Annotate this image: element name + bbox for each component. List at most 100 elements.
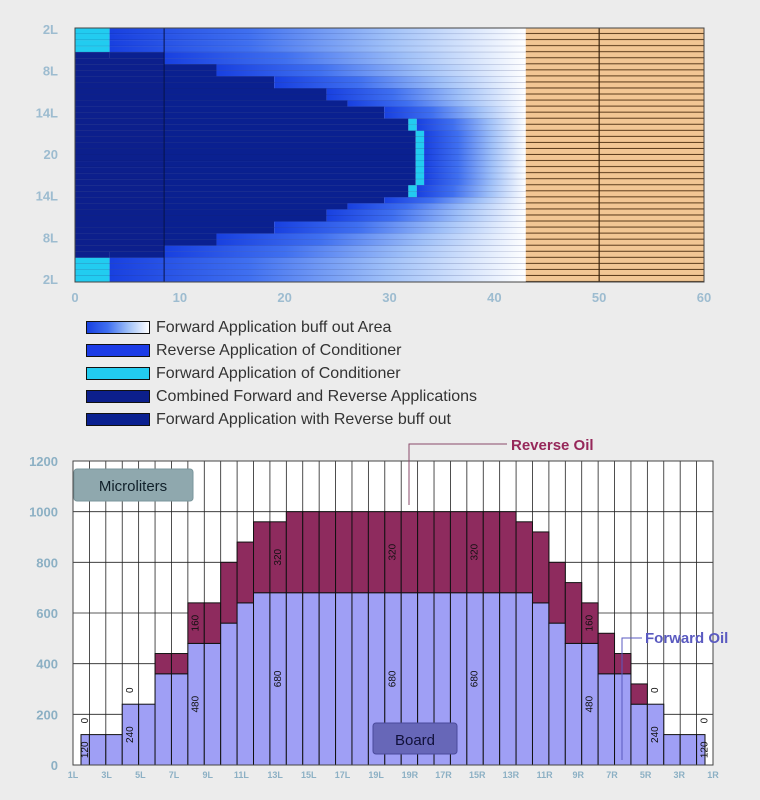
reverse-oil-bar (351, 511, 369, 594)
buff-out-segment (347, 203, 526, 210)
forward-reverse-buff-segment (164, 203, 348, 210)
value-label: 480 (585, 695, 596, 712)
y-tick-label: 14L (36, 189, 58, 204)
board-bar (88, 734, 107, 766)
buff-out-segment (274, 82, 526, 89)
x-tick-label: 50 (592, 290, 606, 305)
buff-out-segment (326, 88, 526, 95)
board-bar (367, 592, 386, 766)
buff-out-segment (384, 106, 526, 113)
combined-segment (75, 124, 165, 131)
forward-reverse-buff-segment (164, 197, 385, 204)
forward-reverse-buff-segment (164, 185, 409, 192)
buff-out-segment (164, 251, 526, 258)
reverse-oil-bar (515, 521, 533, 594)
combined-segment (75, 70, 165, 77)
reverse-oil-label: Reverse Oil (511, 437, 594, 454)
x-tick-label: 19R (402, 770, 419, 780)
x-tick-label: 13L (267, 770, 283, 780)
buff-out-segment (326, 215, 526, 222)
value-label: 320 (388, 543, 399, 560)
forward-segment (415, 167, 425, 174)
reverse-oil-bar (302, 511, 320, 594)
forward-reverse-buff-segment (164, 215, 327, 222)
buff-out-segment (109, 269, 526, 276)
forward-segment (415, 173, 425, 180)
buff-out-segment (109, 46, 526, 53)
board-bar (581, 642, 599, 766)
reverse-oil-bar (170, 653, 189, 675)
combined-segment (75, 179, 165, 186)
combined-segment (75, 100, 165, 107)
x-tick-label: 15R (469, 770, 486, 780)
forward-reverse-buff-segment (164, 112, 385, 119)
reverse-oil-bar (449, 511, 468, 594)
legend-item: Forward Application buff out Area (86, 316, 477, 339)
combined-segment (75, 155, 165, 162)
forward-reverse-buff-segment (164, 76, 275, 83)
combined-segment (75, 142, 165, 149)
reverse-oil-bar (285, 511, 304, 594)
board-bar (663, 734, 681, 766)
buff-out-segment (424, 167, 526, 174)
legend-item: Forward Application with Reverse buff ou… (86, 408, 477, 431)
board-bar (220, 622, 238, 766)
reverse-oil-bar (564, 582, 583, 644)
x-tick-label: 19L (368, 770, 384, 780)
plot-border (72, 460, 714, 766)
buff-out-segment (424, 142, 526, 149)
x-tick-label: 3L (101, 770, 112, 780)
forward-segment (415, 130, 425, 137)
value-label: 160 (191, 614, 202, 631)
reverse-oil-bar (548, 561, 566, 624)
x-tick-label: 3R (674, 770, 686, 780)
y-tick-label: 1000 (29, 505, 58, 520)
plot-area (73, 461, 713, 765)
legend-label: Forward Application buff out Area (156, 318, 392, 336)
x-tick-label: 17R (435, 770, 452, 780)
forward-reverse-buff-segment (164, 191, 409, 198)
buff-out-segment (274, 76, 526, 83)
y-tick-label: 0 (51, 758, 58, 773)
buff-out-segment (109, 263, 526, 270)
combined-segment (75, 34, 110, 41)
value-label: 160 (585, 614, 596, 631)
plot-border (74, 27, 705, 283)
x-tick-label: 17L (335, 770, 351, 780)
value-label: 0 (650, 687, 661, 693)
x-tick-label: 11R (537, 770, 554, 780)
value-label: 240 (650, 726, 661, 743)
forward-segment (415, 148, 425, 155)
forward-reverse-buff-segment (164, 130, 416, 137)
value-label: 0 (699, 717, 710, 723)
board-bar (499, 592, 517, 766)
buff-out-segment (274, 227, 526, 234)
forward-oil-leader (621, 637, 642, 760)
reverse-oil-bar (236, 541, 255, 604)
board-bar (548, 622, 566, 766)
reverse-oil-bar (597, 632, 616, 675)
buff-out-segment (164, 245, 526, 252)
value-label: 240 (125, 726, 136, 743)
reverse-oil-bar (154, 653, 172, 675)
forward-reverse-buff-segment (164, 221, 275, 228)
board-area (525, 28, 704, 282)
reverse-oil-bar (630, 683, 648, 705)
value-label: 320 (470, 543, 481, 560)
microliters-box (73, 468, 194, 502)
board-box (372, 722, 458, 755)
combined-segment (75, 161, 165, 168)
combined-segment (75, 209, 165, 216)
buff-out-segment (424, 173, 526, 180)
forward-reverse-buff-segment (164, 142, 416, 149)
board-bar (564, 642, 583, 766)
buff-out-segment (424, 136, 526, 143)
combined-segment (75, 28, 110, 35)
reverse-oil-bar (367, 511, 386, 594)
buff-out-segment (326, 209, 526, 216)
buff-out-segment (164, 52, 526, 59)
board-bar (269, 592, 287, 766)
x-tick-label: 13R (503, 770, 520, 780)
legend-swatch (86, 367, 150, 380)
buff-out-segment (109, 275, 526, 282)
